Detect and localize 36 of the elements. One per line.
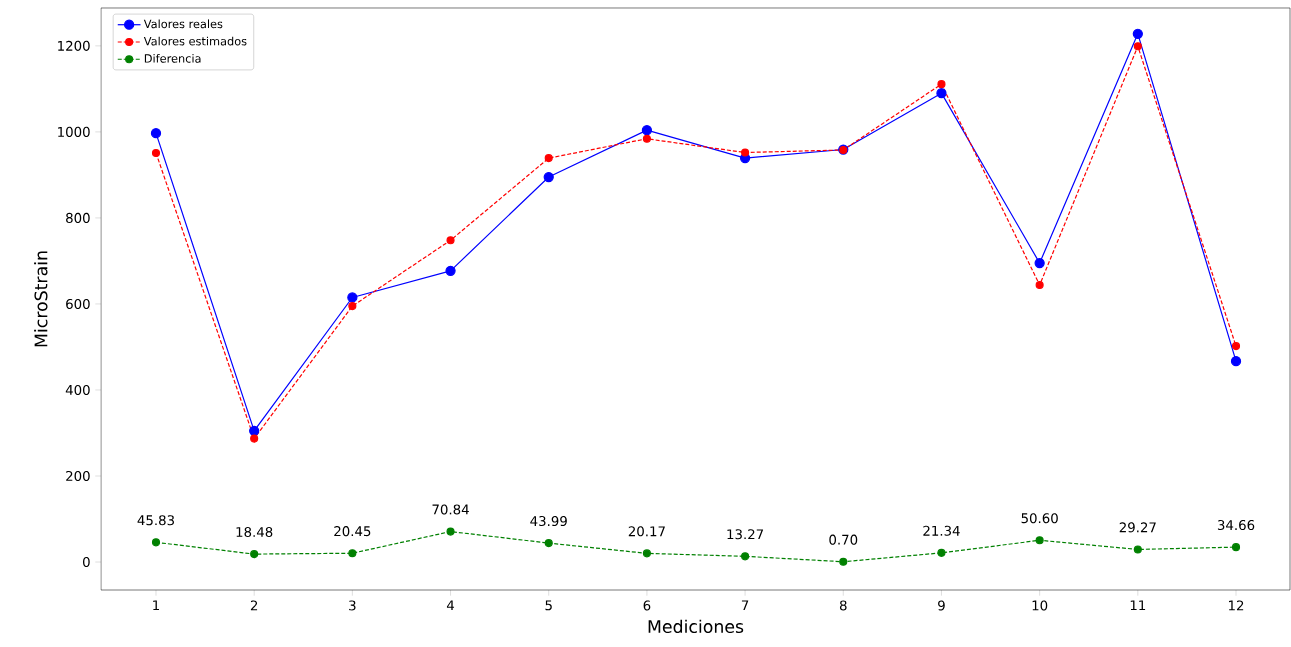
x-tick-label: 2 (250, 600, 258, 611)
data-label: 45.83 (137, 515, 175, 526)
y-tick-label: 400 (65, 384, 90, 396)
x-tick-label: 12 (1228, 600, 1244, 611)
y-tick-label: 600 (66, 298, 90, 309)
data-label: 29.27 (1119, 522, 1156, 533)
data-label: 43.99 (530, 515, 567, 527)
x-tick-label: 9 (938, 600, 945, 611)
x-tick-label: 8 (839, 600, 847, 611)
data-label: 20.45 (334, 526, 371, 537)
y-tick-label: 0 (83, 556, 90, 568)
legend-label: Diferencia (144, 53, 201, 63)
y-tick-label: 1000 (58, 126, 90, 137)
data-label: 50.60 (1021, 513, 1058, 524)
y-tick-label: 1200 (58, 40, 90, 51)
data-label: 20.17 (628, 526, 665, 537)
data-label: 70.84 (432, 504, 469, 515)
x-tick-label: 3 (349, 600, 356, 611)
legend-label: Valores reales (143, 19, 223, 29)
data-label: 34.66 (1217, 519, 1255, 531)
y-axis-title: MicroStrain (34, 251, 48, 347)
legend-label: Valores estimados (143, 36, 247, 46)
data-label: 18.48 (236, 526, 273, 538)
data-label: 0.70 (829, 534, 858, 545)
y-tick-label: 200 (66, 470, 90, 482)
y-tick-label: 800 (66, 212, 90, 223)
x-tick-label: 1 (153, 600, 159, 611)
x-tick-label: 5 (545, 600, 552, 611)
x-tick-label: 11 (1130, 600, 1146, 611)
x-tick-label: 7 (741, 600, 749, 611)
x-tick-label: 10 (1032, 600, 1048, 611)
x-tick-label: 4 (446, 600, 455, 611)
x-tick-label: 6 (643, 600, 651, 611)
data-label: 13.27 (727, 529, 764, 540)
x-axis-title: Mediciones (648, 619, 744, 634)
data-label: 21.34 (923, 525, 960, 536)
